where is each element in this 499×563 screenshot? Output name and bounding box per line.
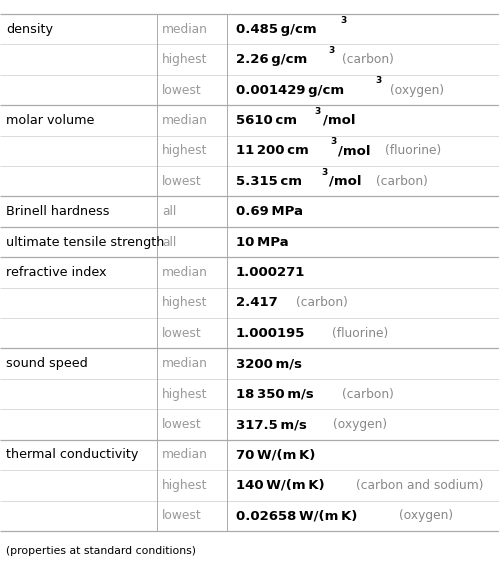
Text: (carbon and sodium): (carbon and sodium) [356, 479, 484, 492]
Text: median: median [162, 23, 208, 36]
Text: lowest: lowest [162, 83, 202, 97]
Text: 3: 3 [315, 107, 321, 116]
Text: lowest: lowest [162, 327, 202, 340]
Text: 5.315 cm: 5.315 cm [236, 175, 302, 188]
Text: lowest: lowest [162, 509, 202, 522]
Text: 2.26 g/cm: 2.26 g/cm [236, 53, 307, 66]
Text: 3: 3 [340, 16, 346, 25]
Text: 3: 3 [330, 137, 336, 146]
Text: lowest: lowest [162, 175, 202, 188]
Text: (fluorine): (fluorine) [331, 327, 388, 340]
Text: 140 W/(m K): 140 W/(m K) [236, 479, 325, 492]
Text: (carbon): (carbon) [376, 175, 428, 188]
Text: 70 W/(m K): 70 W/(m K) [236, 448, 315, 462]
Text: all: all [162, 205, 177, 218]
Text: sound speed: sound speed [6, 357, 88, 370]
Text: highest: highest [162, 53, 208, 66]
Text: 5610 cm: 5610 cm [236, 114, 297, 127]
Text: (fluorine): (fluorine) [385, 144, 441, 158]
Text: (properties at standard conditions): (properties at standard conditions) [6, 546, 196, 556]
Text: molar volume: molar volume [6, 114, 94, 127]
Text: 3: 3 [321, 168, 327, 177]
Text: median: median [162, 357, 208, 370]
Text: (oxygen): (oxygen) [390, 83, 444, 97]
Text: 1.000195: 1.000195 [236, 327, 305, 340]
Text: Brinell hardness: Brinell hardness [6, 205, 109, 218]
Text: refractive index: refractive index [6, 266, 106, 279]
Text: (carbon): (carbon) [342, 53, 394, 66]
Text: /mol: /mol [323, 114, 355, 127]
Text: 0.485 g/cm: 0.485 g/cm [236, 23, 317, 36]
Text: 0.001429 g/cm: 0.001429 g/cm [236, 83, 344, 97]
Text: median: median [162, 448, 208, 462]
Text: highest: highest [162, 387, 208, 401]
Text: 2.417: 2.417 [236, 296, 278, 310]
Text: highest: highest [162, 144, 208, 158]
Text: (oxygen): (oxygen) [399, 509, 453, 522]
Text: (carbon): (carbon) [342, 387, 394, 401]
Text: 18 350 m/s: 18 350 m/s [236, 387, 314, 401]
Text: median: median [162, 114, 208, 127]
Text: highest: highest [162, 296, 208, 310]
Text: /mol: /mol [338, 144, 370, 158]
Text: 0.02658 W/(m K): 0.02658 W/(m K) [236, 509, 357, 522]
Text: 10 MPa: 10 MPa [236, 235, 288, 249]
Text: 3: 3 [376, 77, 382, 86]
Text: ultimate tensile strength: ultimate tensile strength [6, 235, 164, 249]
Text: highest: highest [162, 479, 208, 492]
Text: /mol: /mol [329, 175, 362, 188]
Text: all: all [162, 235, 177, 249]
Text: density: density [6, 23, 53, 36]
Text: 3200 m/s: 3200 m/s [236, 357, 302, 370]
Text: 317.5 m/s: 317.5 m/s [236, 418, 307, 431]
Text: (oxygen): (oxygen) [333, 418, 388, 431]
Text: 0.69 MPa: 0.69 MPa [236, 205, 303, 218]
Text: 1.000271: 1.000271 [236, 266, 305, 279]
Text: median: median [162, 266, 208, 279]
Text: thermal conductivity: thermal conductivity [6, 448, 138, 462]
Text: 11 200 cm: 11 200 cm [236, 144, 309, 158]
Text: 3: 3 [328, 46, 334, 55]
Text: lowest: lowest [162, 418, 202, 431]
Text: (carbon): (carbon) [296, 296, 348, 310]
